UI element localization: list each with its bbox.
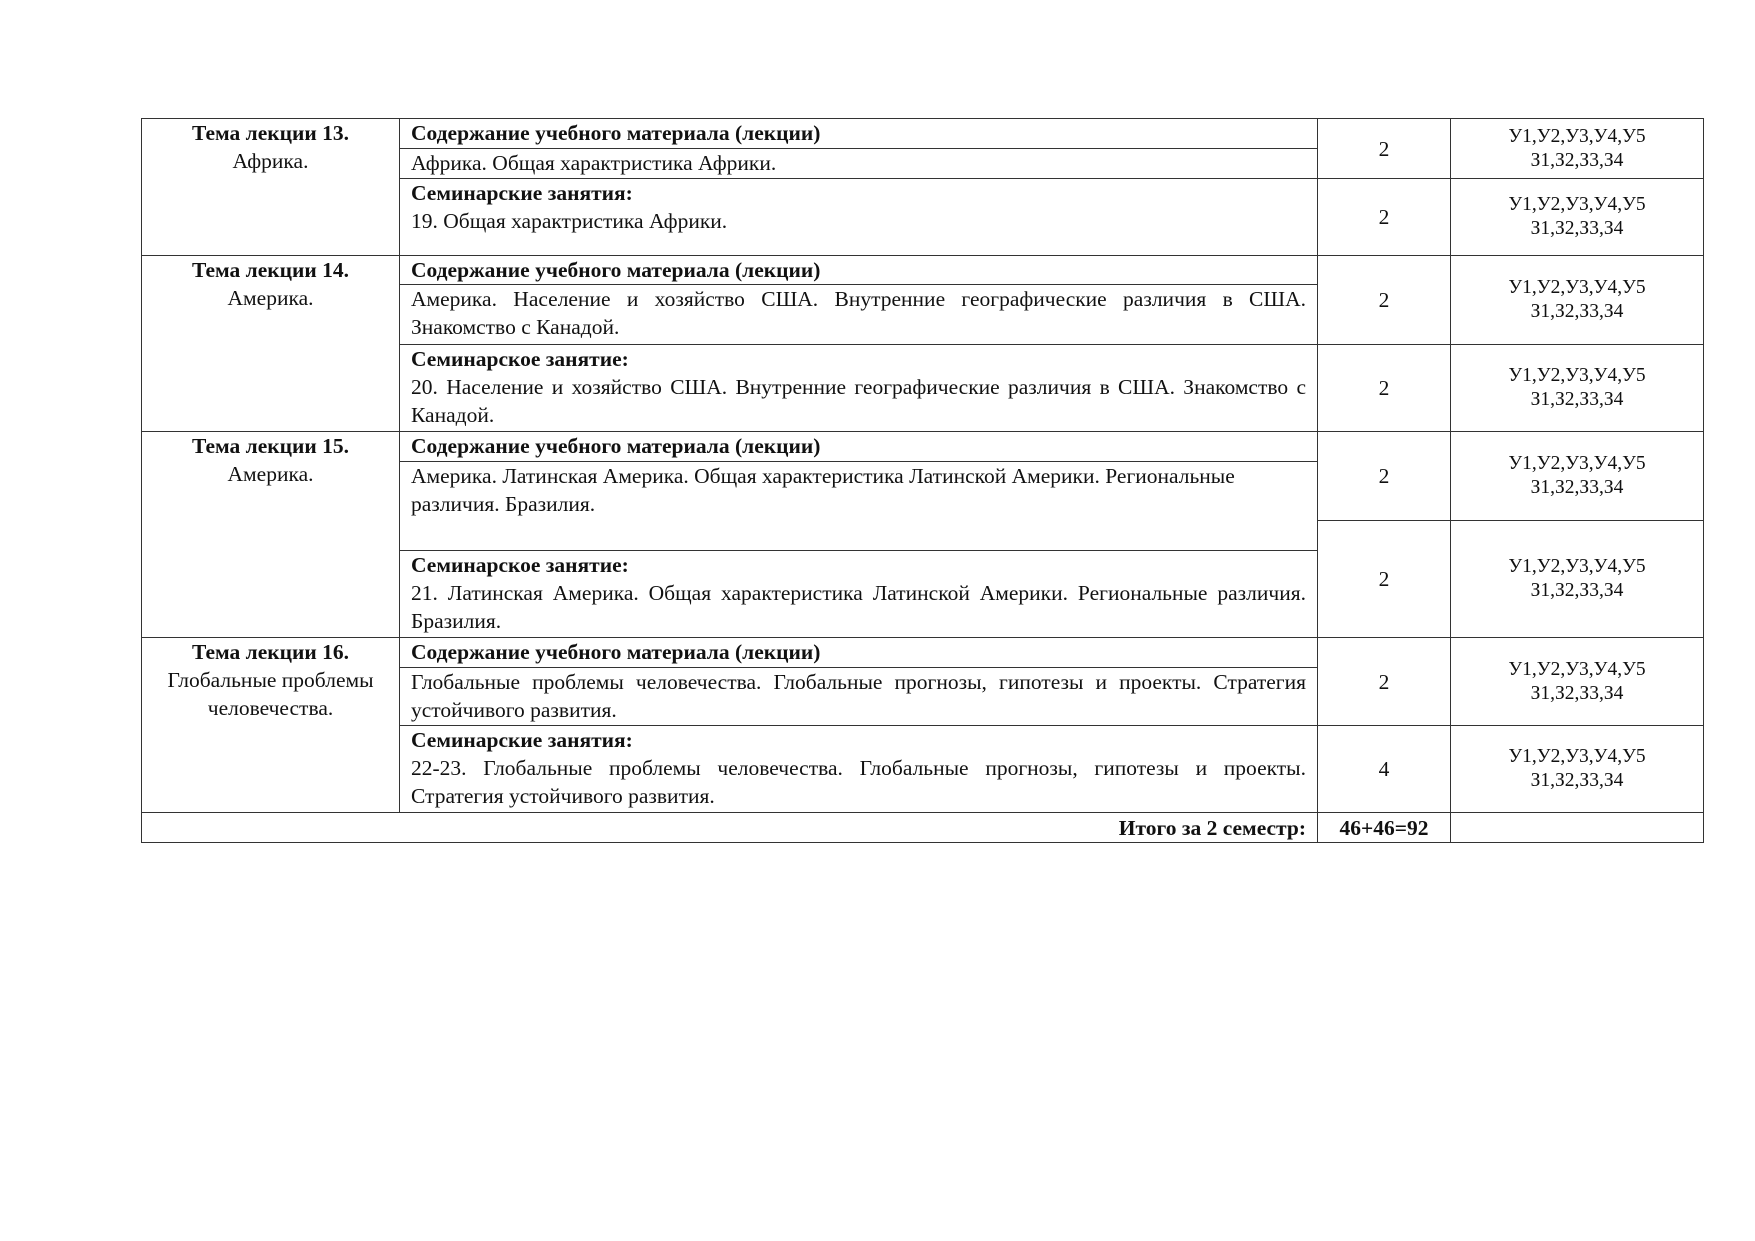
competency-codes: У1,У2,У3,У4,У5 З1,З2,З3,З4 — [1450, 637, 1704, 726]
topic-cell: Тема лекции 15. Америка. — [141, 431, 400, 638]
topic-cell: Тема лекции 13. Африка. — [141, 118, 400, 256]
topic-title: Тема лекции 16. — [191, 640, 350, 664]
topic-name: Африка. — [232, 149, 309, 173]
lecture-content: Америка. Латинская Америка. Общая характ… — [399, 461, 1318, 551]
lecture-heading: Содержание учебного материала (лекции) — [399, 637, 1318, 668]
competency-codes: У1,У2,У3,У4,У5 З1,З2,З3,З4 — [1450, 178, 1704, 256]
topic-title: Тема лекции 14. — [191, 258, 350, 282]
competency-codes: У1,У2,У3,У4,У5 З1,З2,З3,З4 — [1450, 344, 1704, 432]
competency-codes: У1,У2,У3,У4,У5 З1,З2,З3,З4 — [1450, 520, 1704, 638]
lecture-content: Глобальные проблемы человечества. Глобал… — [399, 667, 1318, 726]
seminar-hours: 2 — [1317, 344, 1451, 432]
total-empty-cell — [1450, 812, 1704, 843]
seminar-content: Семинарское занятие: 20. Население и хозя… — [399, 344, 1318, 432]
lecture-heading: Содержание учебного материала (лекции) — [399, 255, 1318, 285]
lecture-hours: 2 — [1317, 637, 1451, 726]
curriculum-table: Тема лекции 13. Африка. Содержание учебно… — [141, 118, 1704, 843]
topic-cell: Тема лекции 16. Глобальные проблемы челов… — [141, 637, 400, 813]
competency-codes: У1,У2,У3,У4,У5 З1,З2,З3,З4 — [1450, 255, 1704, 345]
topic-cell: Тема лекции 14. Америка. — [141, 255, 400, 432]
total-value: 46+46=92 — [1317, 812, 1451, 843]
lecture-content: Америка. Население и хозяйство США. Внут… — [399, 284, 1318, 345]
seminar-hours: 2 — [1317, 178, 1451, 256]
seminar-hours: 2 — [1317, 520, 1451, 638]
total-label: Итого за 2 семестр: — [141, 812, 1318, 843]
lecture-hours: 2 — [1317, 255, 1451, 345]
topic-name: Америка. — [227, 462, 314, 486]
seminar-content: Семинарские занятия: 19. Общая характрист… — [399, 178, 1318, 256]
topic-title: Тема лекции 15. — [191, 434, 350, 458]
competency-codes: У1,У2,У3,У4,У5 З1,З2,З3,З4 — [1450, 725, 1704, 813]
competency-codes: У1,У2,У3,У4,У5 З1,З2,З3,З4 — [1450, 431, 1704, 521]
seminar-content: Семинарские занятия: 22-23. Глобальные пр… — [399, 725, 1318, 813]
seminar-content: Семинарское занятие: 21. Латинская Америк… — [399, 550, 1318, 638]
topic-name: Глобальные проблемы человечества. — [167, 668, 374, 720]
lecture-hours: 2 — [1317, 431, 1451, 521]
lecture-heading: Содержание учебного материала (лекции) — [399, 431, 1318, 462]
topic-name: Америка. — [227, 286, 314, 310]
lecture-hours: 2 — [1317, 118, 1451, 179]
lecture-content: Африка. Общая характристика Африки. — [399, 148, 1318, 179]
lecture-heading: Содержание учебного материала (лекции) — [399, 118, 1318, 149]
topic-title: Тема лекции 13. — [191, 121, 350, 145]
seminar-hours: 4 — [1317, 725, 1451, 813]
competency-codes: У1,У2,У3,У4,У5 З1,З2,З3,З4 — [1450, 118, 1704, 179]
